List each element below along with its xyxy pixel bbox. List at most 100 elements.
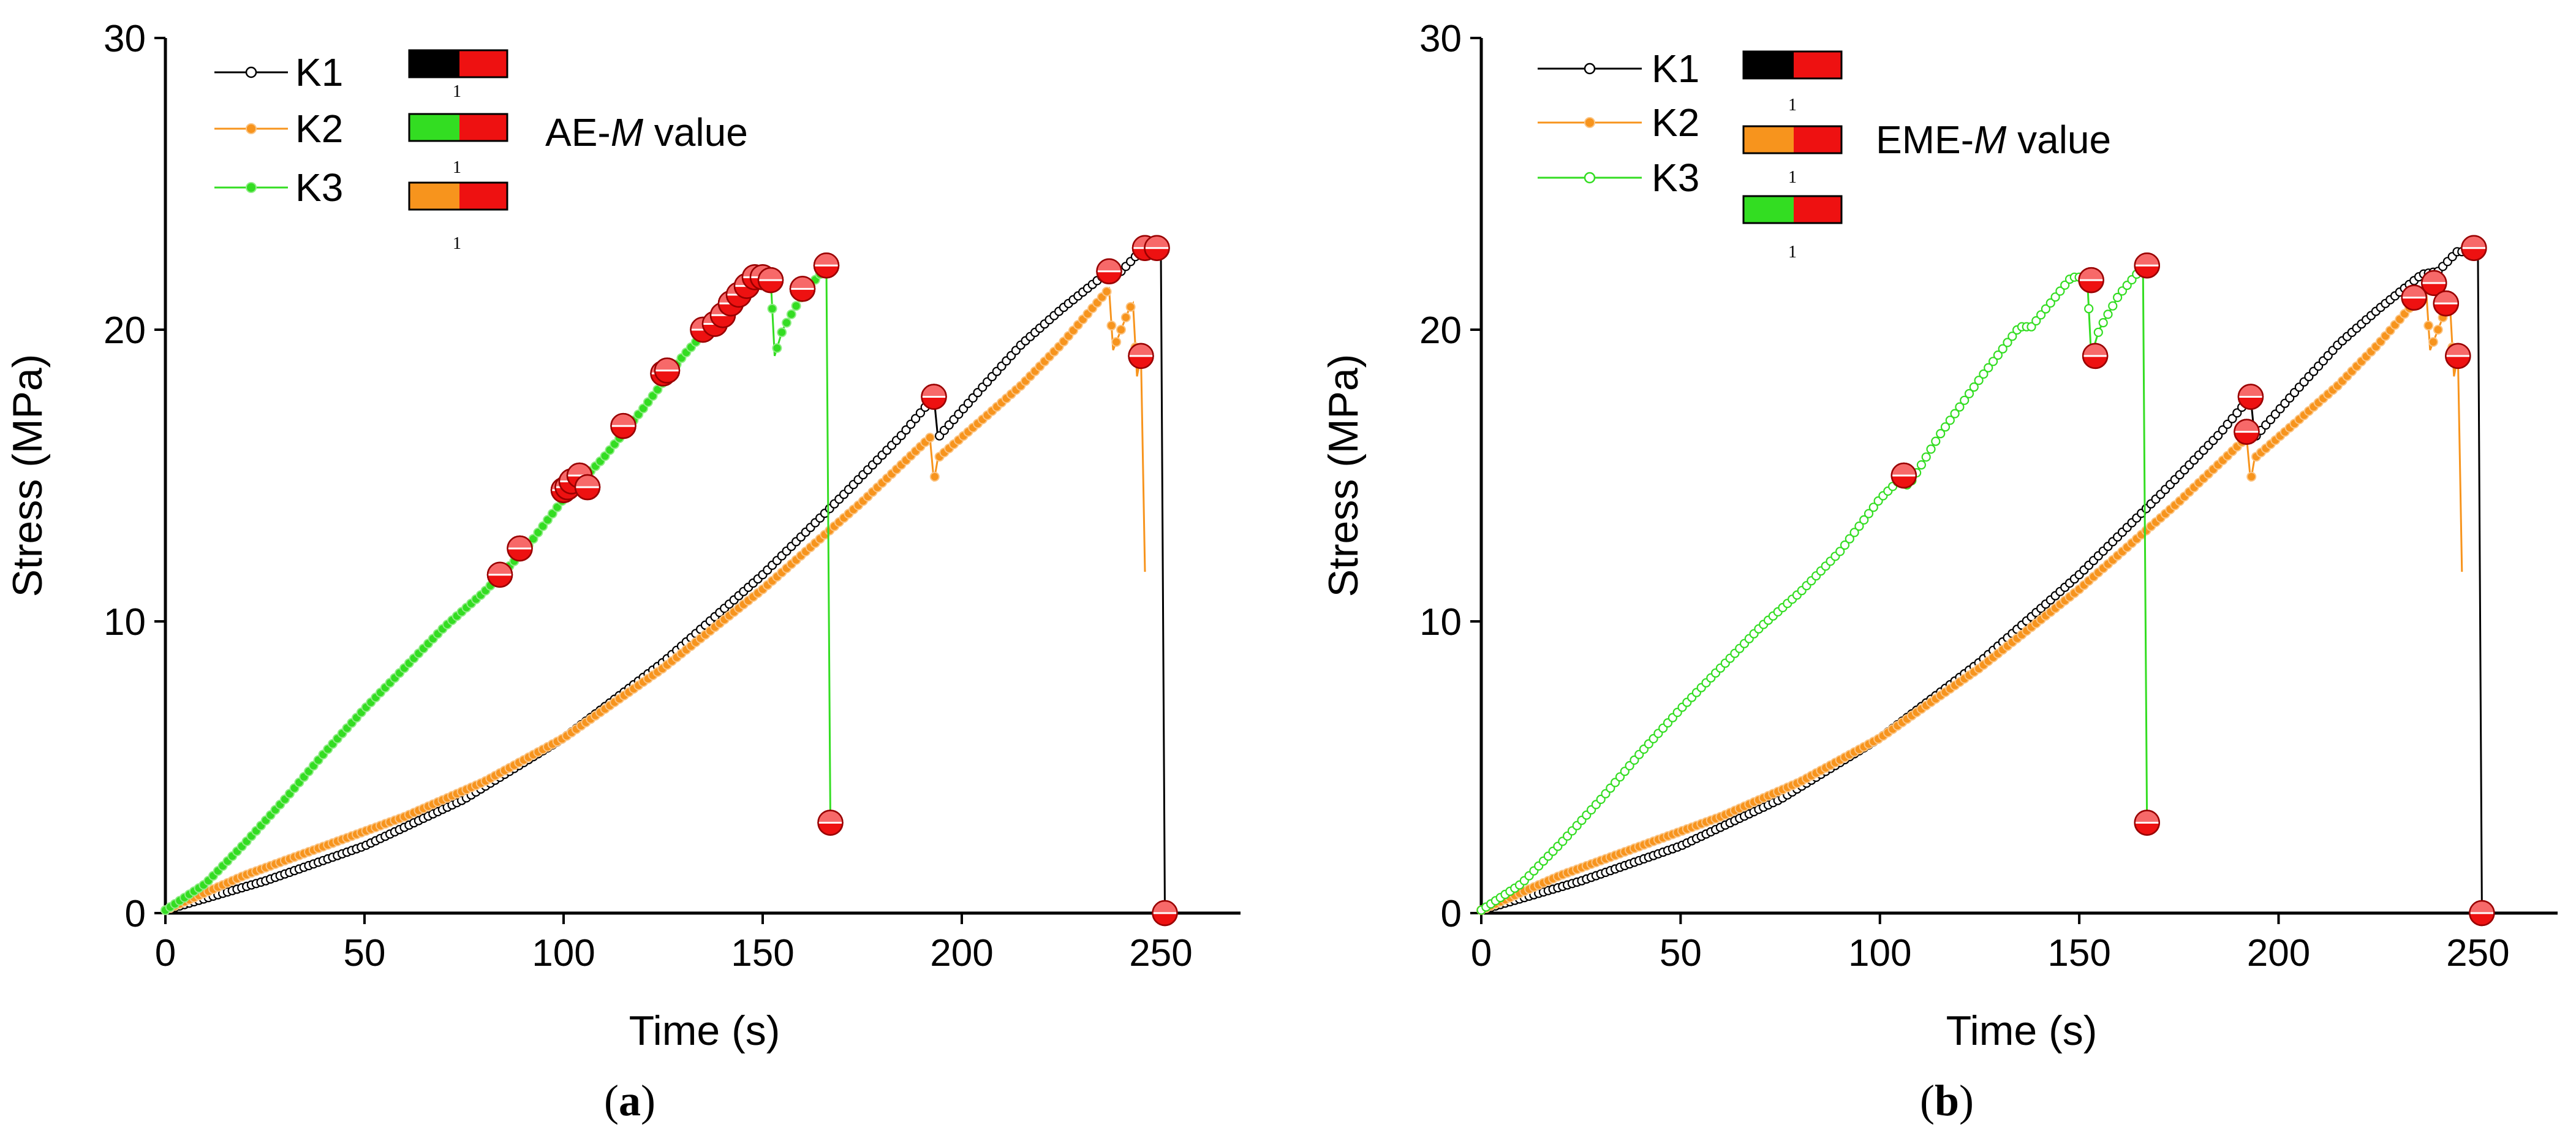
legend-marker-k1 [1584, 63, 1596, 75]
m-value-swatch-2-right [1794, 126, 1841, 153]
x-tick-label: 200 [930, 932, 993, 974]
data-point-k3 [648, 391, 658, 401]
data-point-k3 [2050, 292, 2060, 302]
panel-label: (b) [1920, 1076, 1974, 1125]
data-point-k3 [2093, 327, 2103, 337]
event-marker-k1 [921, 384, 947, 410]
legend-item-k3: K3 [1538, 156, 1699, 200]
y-tick-label: 30 [1419, 18, 1462, 60]
y-tick-label: 10 [104, 601, 146, 643]
data-point-k3 [782, 317, 791, 328]
m-value-swatch-2-scale: 1 [453, 158, 461, 177]
m-value-swatch-1-frame [408, 49, 508, 78]
data-point-k3 [767, 303, 777, 314]
m-value-swatch-3-left [1743, 196, 1794, 223]
data-point-k2 [929, 471, 940, 482]
data-point-k3 [1969, 382, 1979, 392]
data-point-k2 [1101, 286, 1112, 297]
data-point-k2 [1106, 321, 1117, 331]
data-point-k3 [1998, 344, 2008, 354]
series-markers-k3 [1476, 265, 2147, 915]
event-marker-k3 [1890, 462, 1917, 489]
legend-label-k2: K2 [1652, 101, 1699, 145]
m-value-swatch-1-scale: 1 [453, 82, 461, 101]
y-ticks: 0 10 20 30 [1419, 18, 1481, 935]
data-point-k3 [1859, 515, 1869, 525]
m-value-swatch-3-right [459, 183, 507, 210]
series-markers-k1 [161, 247, 1165, 915]
x-tick-label: 200 [2247, 932, 2310, 974]
plot-area: 0 50 100 150 200 250 0 10 20 30 [1419, 18, 2558, 974]
m-value-swatch-2: 1 [408, 113, 508, 177]
event-marker-k3 [2082, 343, 2109, 370]
x-tick-label: 50 [1660, 932, 1702, 974]
data-point-k3 [1835, 547, 1845, 556]
x-ticks: 0 50 100 150 200 250 [1471, 913, 2510, 974]
data-point-k3 [2041, 304, 2050, 314]
data-point-k3 [1936, 428, 1946, 439]
data-point-k3 [1840, 540, 1850, 550]
data-point-k3 [638, 403, 648, 414]
m-value-swatch-3: 1 [408, 181, 508, 253]
event-marker-k1 [2237, 384, 2264, 410]
y-axis-title: Stress (MPa) [4, 354, 51, 597]
m-value-swatch-1: 1 [1742, 50, 1843, 115]
event-marker-k3 [2134, 810, 2160, 836]
x-axis-title: Time (s) [629, 1007, 780, 1054]
data-point-k3 [1984, 363, 1993, 373]
legend: K1 K2 K3 [1538, 47, 1699, 200]
data-point-k3 [1916, 460, 1926, 470]
m-value-swatch-1-scale: 1 [1788, 96, 1797, 115]
data-point-k3 [543, 515, 553, 525]
data-point-k3 [2098, 317, 2108, 328]
event-marker-k3 [610, 412, 636, 439]
data-point-k2 [2423, 321, 2434, 331]
m-value-swatch-3-right [1794, 196, 1841, 223]
data-point-k2 [925, 433, 935, 443]
event-marker-k3 [817, 810, 844, 836]
m-value-scale: 1 1 1 EME-M value [1742, 50, 2111, 262]
x-tick-label: 50 [344, 932, 386, 974]
m-value-title-prefix: EME- [1876, 118, 1974, 162]
data-point-k3 [1845, 534, 1854, 544]
data-point-k2 [2433, 325, 2443, 335]
m-value-swatch-1-right [1794, 51, 1841, 78]
x-tick-label: 250 [2446, 932, 2509, 974]
data-point-k3 [1960, 395, 1970, 405]
event-marker-k1 [1096, 258, 1122, 285]
legend-item-k2: K2 [214, 107, 343, 151]
data-point-k3 [1955, 402, 1965, 412]
panel-b: 0 50 100 150 200 250 0 10 20 30 Time (s) Stress … [1320, 18, 2558, 1125]
legend-marker-k2 [1584, 117, 1595, 128]
series-line-k3 [165, 267, 831, 911]
data-point-k3 [1849, 528, 1859, 537]
data-point-k3 [2103, 309, 2113, 319]
m-value-swatch-3-scale: 1 [453, 234, 461, 253]
data-point-k2 [2246, 471, 2257, 482]
legend-marker-k2 [246, 123, 257, 134]
m-value-title-italic: M [1974, 118, 2007, 162]
legend: K1 K2 K3 [214, 50, 343, 210]
legend-marker-k3 [1584, 172, 1596, 184]
panel-label-letter: b [1935, 1076, 1959, 1125]
data-point-k3 [1864, 509, 1874, 518]
event-marker-k1 [1152, 900, 1178, 927]
event-marker-k2 [2234, 419, 2260, 445]
m-value-title: AE-M value [545, 110, 748, 154]
m-value-swatch-3-frame [408, 181, 508, 211]
data-point-k3 [1854, 521, 1864, 531]
x-tick-label: 250 [1129, 932, 1192, 974]
data-point-k2 [1120, 313, 1131, 322]
x-tick-label: 0 [155, 932, 176, 974]
y-tick-label: 0 [125, 893, 146, 935]
data-point-k3 [2055, 286, 2065, 296]
series-markers-k2 [1476, 286, 2462, 916]
x-tick-label: 150 [731, 932, 794, 974]
data-point-k3 [2060, 280, 2070, 290]
data-point-k3 [1868, 503, 1878, 512]
legend-label-k3: K3 [1652, 156, 1699, 200]
series-line-k3 [1481, 267, 2148, 911]
m-value-swatch-1-right [459, 50, 507, 77]
y-tick-label: 20 [104, 309, 146, 352]
